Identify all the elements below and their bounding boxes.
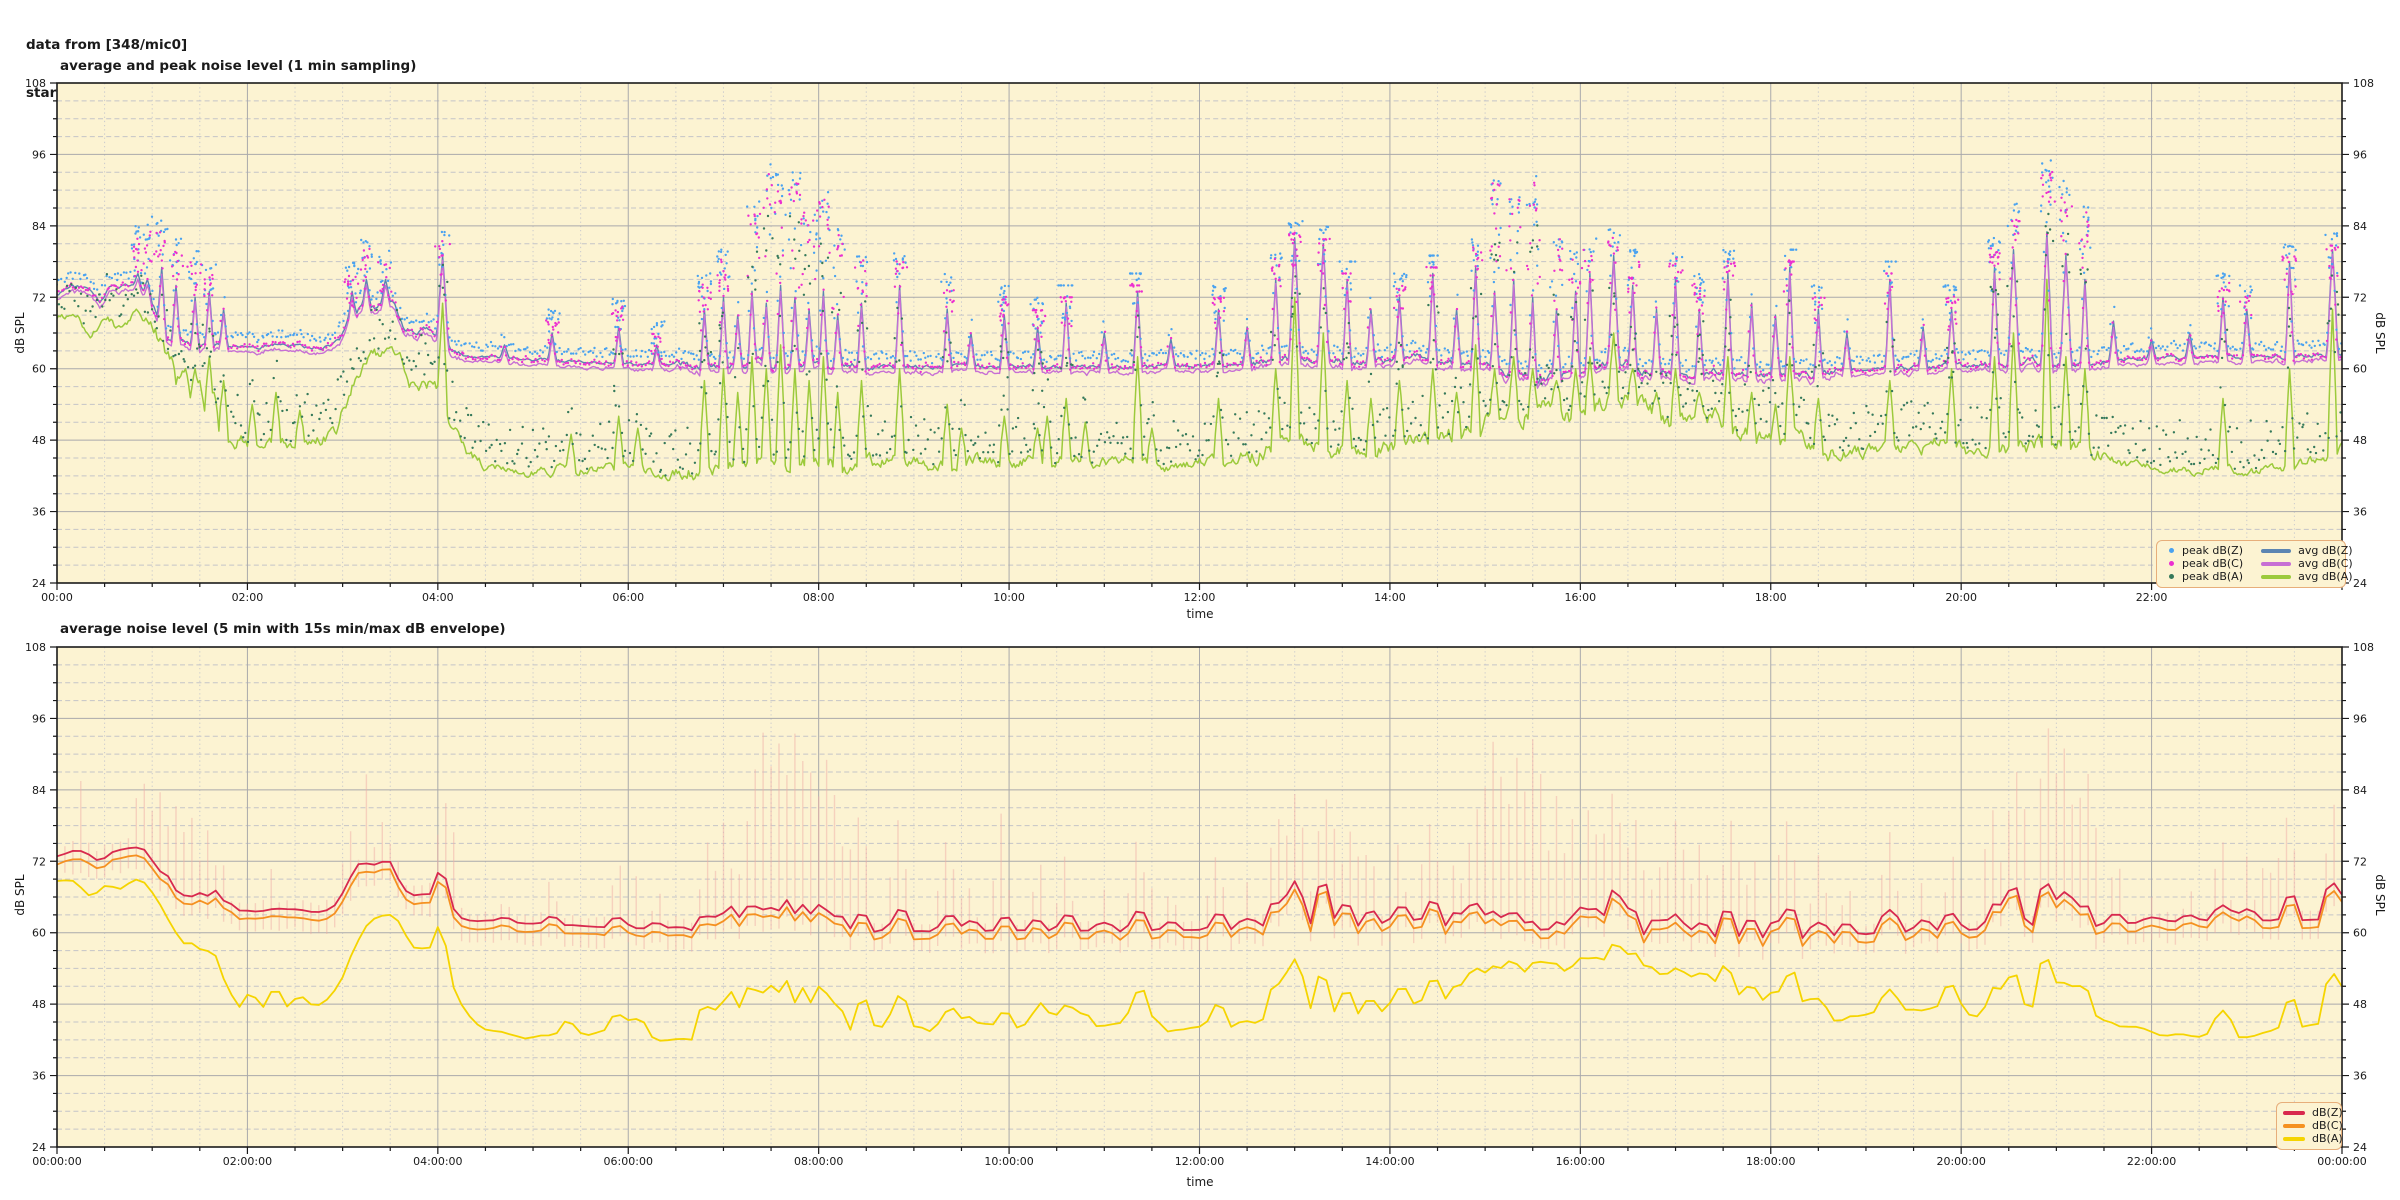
svg-text:72: 72 xyxy=(2353,855,2367,868)
dbc-marker-icon xyxy=(2283,1123,2305,1128)
svg-text:60: 60 xyxy=(2353,927,2367,940)
svg-text:96: 96 xyxy=(2353,148,2367,161)
chart2-title: average noise level (5 min with 15s min/… xyxy=(60,621,506,637)
svg-text:16:00:00: 16:00:00 xyxy=(1556,1155,1605,1168)
legend-entry-avg-dbc: avg dB(C) xyxy=(2261,557,2353,570)
chart2-y-axis-label-right: dB SPL xyxy=(2373,874,2387,916)
svg-text:72: 72 xyxy=(32,855,46,868)
svg-text:96: 96 xyxy=(32,712,46,725)
legend-entry-avg-dba: avg dB(A) xyxy=(2261,570,2353,583)
chart2-y-axis-label-left: dB SPL xyxy=(13,874,27,916)
svg-text:108: 108 xyxy=(2353,77,2374,90)
svg-text:72: 72 xyxy=(32,291,46,304)
svg-text:84: 84 xyxy=(32,784,46,797)
svg-text:24: 24 xyxy=(2353,577,2367,590)
svg-text:60: 60 xyxy=(32,363,46,376)
svg-text:06:00: 06:00 xyxy=(612,591,644,604)
legend-label: peak dB(A) xyxy=(2182,570,2243,583)
svg-text:60: 60 xyxy=(2353,363,2367,376)
svg-text:60: 60 xyxy=(32,927,46,940)
svg-text:108: 108 xyxy=(2353,641,2374,654)
svg-text:04:00: 04:00 xyxy=(422,591,454,604)
chart1-legend: peak dB(Z) avg dB(Z) peak dB(C) avg dB(C… xyxy=(2156,540,2353,588)
chart1-title: average and peak noise level (1 min samp… xyxy=(60,58,417,74)
svg-text:24: 24 xyxy=(32,1141,46,1154)
chart2-series xyxy=(57,728,2342,1042)
dbz-marker-icon xyxy=(2283,1110,2305,1115)
svg-text:84: 84 xyxy=(2353,220,2367,233)
legend-label: dB(Z) xyxy=(2312,1106,2343,1119)
chart1-y-axis-label-left: dB SPL xyxy=(13,312,27,354)
svg-text:22:00:00: 22:00:00 xyxy=(2127,1155,2176,1168)
svg-text:18:00: 18:00 xyxy=(1755,591,1787,604)
svg-text:00:00: 00:00 xyxy=(41,591,73,604)
legend-entry-peak-dbz: peak dB(Z) xyxy=(2165,544,2243,557)
svg-text:24: 24 xyxy=(32,577,46,590)
svg-text:96: 96 xyxy=(32,148,46,161)
svg-text:20:00: 20:00 xyxy=(1945,591,1977,604)
chart1-y-axis-label-right: dB SPL xyxy=(2373,312,2387,354)
dba-marker-icon xyxy=(2283,1136,2305,1141)
peak-dbc-marker-icon xyxy=(2169,561,2174,566)
svg-text:10:00: 10:00 xyxy=(993,591,1025,604)
legend-label: dB(A) xyxy=(2312,1132,2343,1145)
svg-text:108: 108 xyxy=(25,641,46,654)
peak-dba-marker-icon xyxy=(2169,574,2174,579)
peak-dbz-marker-icon xyxy=(2169,548,2174,553)
svg-text:48: 48 xyxy=(32,998,46,1011)
legend-label: avg dB(Z) xyxy=(2298,544,2353,557)
svg-text:12:00: 12:00 xyxy=(1184,591,1216,604)
svg-text:84: 84 xyxy=(2353,784,2367,797)
svg-text:02:00: 02:00 xyxy=(232,591,264,604)
svg-text:08:00:00: 08:00:00 xyxy=(794,1155,843,1168)
svg-text:06:00:00: 06:00:00 xyxy=(604,1155,653,1168)
svg-text:48: 48 xyxy=(32,434,46,447)
svg-text:00:00:00: 00:00:00 xyxy=(32,1155,81,1168)
svg-text:48: 48 xyxy=(2353,434,2367,447)
legend-label: avg dB(C) xyxy=(2298,557,2353,570)
avg-dbz-marker-icon xyxy=(2261,548,2292,553)
svg-text:36: 36 xyxy=(2353,506,2367,519)
svg-text:04:00:00: 04:00:00 xyxy=(413,1155,462,1168)
chart1-x-axis-label: time xyxy=(1186,607,1214,621)
header-line1: data from [348/mic0] xyxy=(26,37,188,53)
legend-label: peak dB(Z) xyxy=(2182,544,2244,557)
svg-text:48: 48 xyxy=(2353,998,2367,1011)
svg-text:72: 72 xyxy=(2353,291,2367,304)
svg-text:18:00:00: 18:00:00 xyxy=(1746,1155,1795,1168)
svg-text:108: 108 xyxy=(25,77,46,90)
avg-dba-marker-icon xyxy=(2261,574,2292,579)
svg-text:14:00: 14:00 xyxy=(1374,591,1406,604)
legend-entry-dbz: dB(Z) xyxy=(2283,1106,2343,1119)
svg-text:84: 84 xyxy=(32,220,46,233)
chart2-legend: dB(Z) dB(C) dB(A) xyxy=(2276,1102,2343,1150)
chart2-x-axis-label: time xyxy=(1186,1175,1214,1189)
chart1-series xyxy=(57,159,2342,482)
svg-text:12:00:00: 12:00:00 xyxy=(1175,1155,1224,1168)
svg-text:08:00: 08:00 xyxy=(803,591,835,604)
legend-entry-dbc: dB(C) xyxy=(2283,1119,2343,1132)
svg-text:00:00:00: 00:00:00 xyxy=(2317,1155,2366,1168)
svg-text:24: 24 xyxy=(2353,1141,2367,1154)
svg-text:14:00:00: 14:00:00 xyxy=(1365,1155,1414,1168)
svg-text:22:00: 22:00 xyxy=(2136,591,2168,604)
svg-text:36: 36 xyxy=(2353,1070,2367,1083)
avg-dbc-marker-icon xyxy=(2261,561,2292,566)
legend-label: dB(C) xyxy=(2312,1119,2343,1132)
legend-entry-peak-dba: peak dB(A) xyxy=(2165,570,2243,583)
legend-label: peak dB(C) xyxy=(2182,557,2244,570)
svg-text:96: 96 xyxy=(2353,712,2367,725)
svg-text:36: 36 xyxy=(32,1070,46,1083)
legend-entry-avg-dbz: avg dB(Z) xyxy=(2261,544,2353,557)
svg-text:36: 36 xyxy=(32,506,46,519)
svg-text:16:00: 16:00 xyxy=(1564,591,1596,604)
legend-entry-dba: dB(A) xyxy=(2283,1132,2343,1145)
svg-text:20:00:00: 20:00:00 xyxy=(1936,1155,1985,1168)
legend-label: avg dB(A) xyxy=(2298,570,2353,583)
svg-text:10:00:00: 10:00:00 xyxy=(984,1155,1033,1168)
svg-text:02:00:00: 02:00:00 xyxy=(223,1155,272,1168)
legend-entry-peak-dbc: peak dB(C) xyxy=(2165,557,2243,570)
